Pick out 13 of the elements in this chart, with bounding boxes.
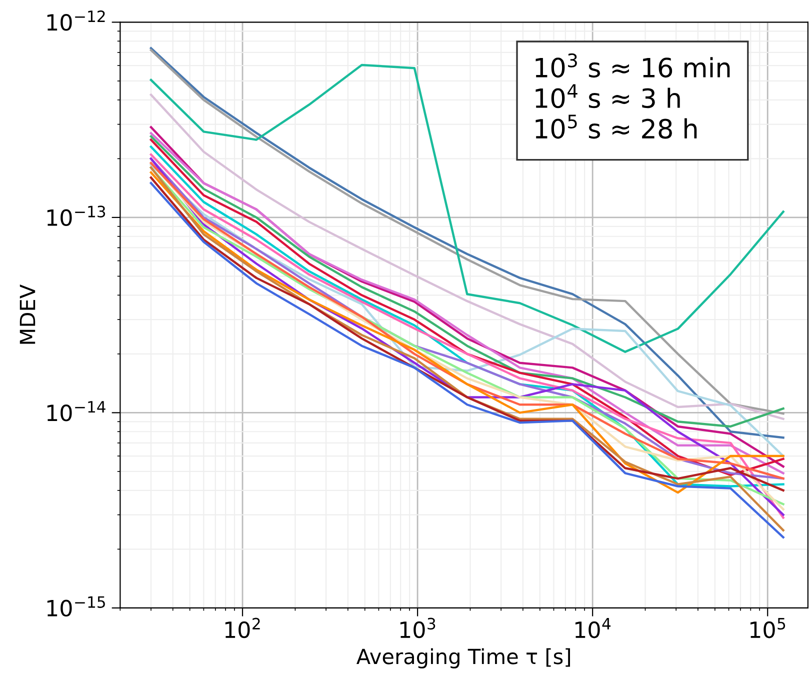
y-tick-label: 10$^{−14}$ <box>47 401 106 422</box>
y-tick-label: 10$^{−15}$ <box>47 596 105 617</box>
annotation: 10$^{3}$ s ≈ 16 min <box>536 53 730 78</box>
y-tick-label: 10$^{−12}$ <box>47 10 105 31</box>
x-tick-label: 10$^{3}$ <box>400 618 436 638</box>
x-tick-label: 10$^{4}$ <box>575 618 611 638</box>
y-tick-label: 10$^{−13}$ <box>47 206 106 226</box>
annotation: 10$^{5}$ s ≈ 28 h <box>536 114 697 139</box>
x-axis-title: Averaging Time τ [s] <box>356 648 570 668</box>
y-axis-title: MDEV <box>20 284 36 344</box>
annotation: 10$^{4}$ s ≈ 3 h <box>536 84 680 108</box>
x-tick-label: 10$^{5}$ <box>750 618 786 638</box>
x-tick-label: 10$^{2}$ <box>225 618 260 638</box>
